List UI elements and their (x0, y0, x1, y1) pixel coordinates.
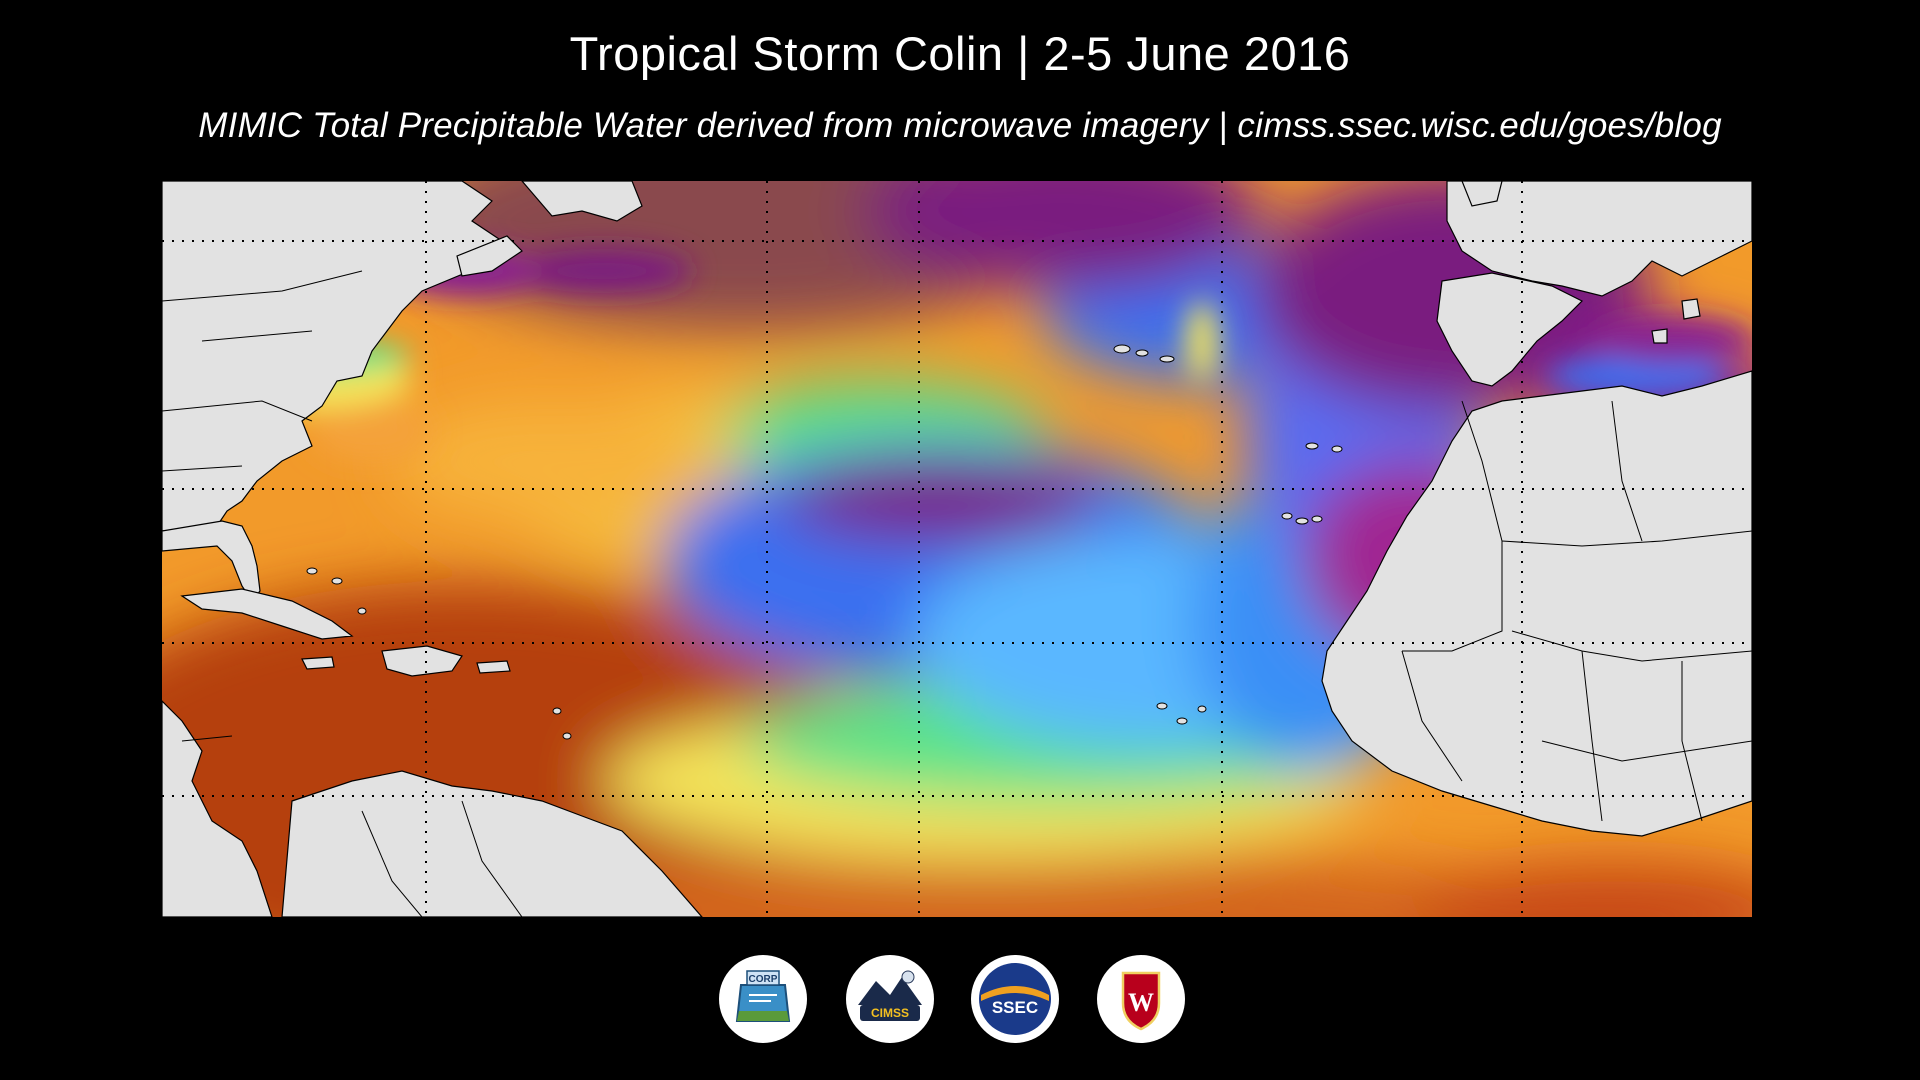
tpw-map (162, 181, 1752, 917)
island-med-2 (1681, 298, 1701, 320)
political-borders (162, 270, 1752, 917)
land-masses (162, 181, 1752, 917)
corp-logo: CORP (719, 955, 807, 1043)
cuba (180, 588, 354, 640)
page-subtitle: MIMIC Total Precipitable Water derived f… (198, 106, 1722, 145)
tpw-map-canvas (162, 181, 1752, 917)
svg-text:W: W (1128, 988, 1154, 1017)
island-med-1 (1651, 328, 1668, 344)
atlantic-islands (306, 344, 1343, 740)
iberia (1436, 272, 1584, 387)
cimss-logo: CIMSS (846, 955, 934, 1043)
uw-logo: W (1097, 955, 1185, 1043)
central-america (162, 700, 273, 917)
nova-scotia (456, 235, 523, 277)
svg-text:CORP: CORP (749, 974, 778, 985)
south-america (281, 770, 703, 917)
newfoundland (521, 181, 643, 222)
africa (1321, 370, 1752, 837)
page-title: Tropical Storm Colin | 2-5 June 2016 (569, 27, 1351, 80)
ssec-logo: SSEC (971, 955, 1059, 1043)
svg-text:CIMSS: CIMSS (871, 1006, 909, 1020)
north-america (162, 181, 503, 532)
jamaica (301, 656, 335, 670)
ireland (1461, 181, 1503, 207)
europe (1446, 181, 1752, 297)
hispaniola (381, 645, 463, 677)
logo-row: CORP CIMSS SSEC W (0, 955, 1920, 1045)
svg-text:SSEC: SSEC (992, 998, 1038, 1017)
puerto-rico (476, 660, 511, 674)
